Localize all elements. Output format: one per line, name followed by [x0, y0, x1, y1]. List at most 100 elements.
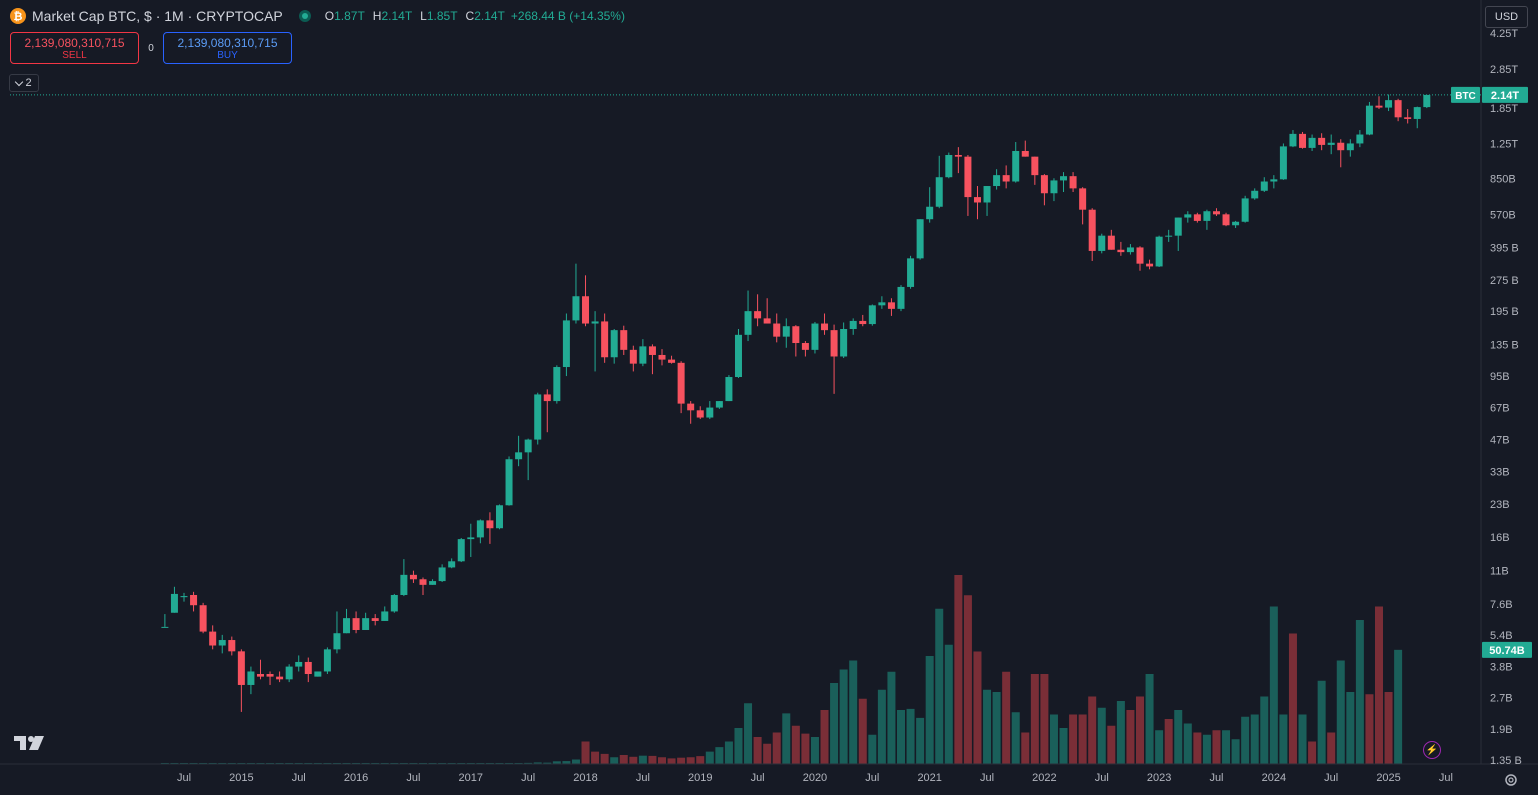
candle-body — [352, 618, 360, 630]
last-price-text: 2.14T — [1491, 90, 1519, 102]
candle — [887, 298, 895, 316]
volume-bar — [1174, 710, 1183, 764]
volume-bar — [1069, 714, 1078, 764]
candle — [1031, 156, 1039, 185]
candle-body — [926, 206, 934, 220]
spread-value: 0 — [148, 42, 154, 54]
candle-body — [371, 618, 379, 621]
volume-bar — [772, 732, 781, 764]
candle-body — [696, 410, 704, 418]
tradingview-logo-icon[interactable] — [14, 734, 46, 752]
candle — [897, 285, 905, 312]
volume-bar — [1116, 701, 1125, 764]
candle — [648, 344, 656, 375]
candle — [1002, 165, 1010, 189]
candle-body — [247, 671, 255, 685]
candle-body — [362, 618, 370, 630]
buy-label: BUY — [217, 49, 238, 61]
volume-bar — [619, 755, 628, 764]
time-tick-label: 2020 — [803, 772, 827, 784]
candle — [209, 625, 217, 650]
buy-button[interactable]: 2,139,080,310,715 BUY — [163, 32, 292, 64]
indicators-collapse-button[interactable]: 2 — [9, 74, 39, 92]
candle-body — [572, 296, 580, 321]
candle — [801, 341, 809, 357]
candle-body — [811, 323, 819, 350]
symbol-title[interactable]: Market Cap BTC, $ · 1M · CRYPTOCAP — [32, 8, 283, 24]
candle — [744, 290, 752, 342]
time-tick-label: 2023 — [1147, 772, 1171, 784]
candle — [696, 406, 704, 420]
candle-body — [782, 326, 790, 337]
volume-bar — [1059, 728, 1068, 764]
currency-button[interactable]: USD — [1485, 6, 1528, 28]
candle — [1184, 211, 1192, 223]
candle-body — [1241, 198, 1249, 222]
candle-body — [266, 674, 274, 677]
candle-body — [1232, 221, 1240, 226]
sell-button[interactable]: 2,139,080,310,715 SELL — [10, 32, 139, 64]
candle-body — [1107, 235, 1115, 250]
volume-bar — [591, 751, 600, 764]
time-tick-label: Jul — [1439, 772, 1453, 784]
candle — [534, 392, 542, 445]
sell-price: 2,139,080,310,715 — [24, 35, 125, 50]
candle-body — [763, 318, 771, 324]
volume-bar — [906, 708, 915, 764]
candle-body — [237, 651, 245, 685]
volume-bar — [533, 762, 542, 764]
volume-bar — [868, 734, 877, 764]
flash-icon[interactable]: ⚡ — [1423, 741, 1441, 759]
settings-gear-icon[interactable] — [1503, 772, 1519, 788]
volume-bar — [658, 757, 666, 764]
price-tick-label: 135 B — [1490, 339, 1519, 351]
volume-bar — [992, 692, 1001, 764]
candle-body — [1404, 117, 1412, 119]
price-tick-label: 1.25T — [1490, 138, 1518, 150]
candle — [1251, 188, 1259, 200]
candle-body — [821, 323, 829, 331]
last-price-badge: 2.14T — [1482, 86, 1528, 103]
volume-bar — [820, 710, 829, 764]
candle-body — [668, 359, 676, 363]
candle-body — [1136, 247, 1144, 264]
price-tick-label: 11B — [1490, 566, 1509, 578]
ohlc-low-key: L — [420, 9, 427, 23]
candle-body — [1394, 100, 1402, 118]
candle-body — [448, 561, 456, 568]
volume-bar — [638, 755, 647, 764]
volume-bar — [1260, 696, 1269, 764]
candle — [333, 611, 341, 654]
chevron-down-icon — [15, 77, 24, 86]
trade-panel: 2,139,080,310,715 SELL 0 2,139,080,310,7… — [10, 32, 292, 64]
candle-body — [1260, 181, 1268, 191]
volume-bar — [1078, 714, 1087, 764]
volume-bar — [1346, 692, 1355, 764]
chart-legend: ₿ Market Cap BTC, $ · 1M · CRYPTOCAP O 1.… — [10, 6, 625, 26]
candle-body — [897, 286, 905, 309]
time-tick-label: 2024 — [1262, 772, 1286, 784]
candle — [1040, 174, 1048, 206]
volume-bar — [610, 757, 619, 764]
candle-body — [1069, 176, 1077, 189]
candle-body — [1385, 100, 1393, 108]
price-tick-label: 850B — [1490, 173, 1516, 185]
candle — [830, 324, 838, 394]
candle — [256, 659, 264, 680]
candle-body — [1021, 150, 1029, 157]
price-tick-label: 16B — [1490, 532, 1510, 544]
candle — [228, 636, 236, 656]
candle — [1203, 209, 1211, 230]
volume-bar — [552, 761, 561, 764]
volume-bar — [1212, 730, 1221, 764]
candle-body — [256, 674, 264, 677]
candle-body — [1251, 190, 1259, 199]
candle — [190, 591, 198, 612]
volume-bar — [1088, 696, 1097, 764]
price-tick-label: 67B — [1490, 403, 1510, 415]
volume-bar — [887, 671, 896, 764]
candle — [1404, 109, 1412, 124]
candle — [954, 147, 962, 174]
candle — [1012, 142, 1020, 183]
